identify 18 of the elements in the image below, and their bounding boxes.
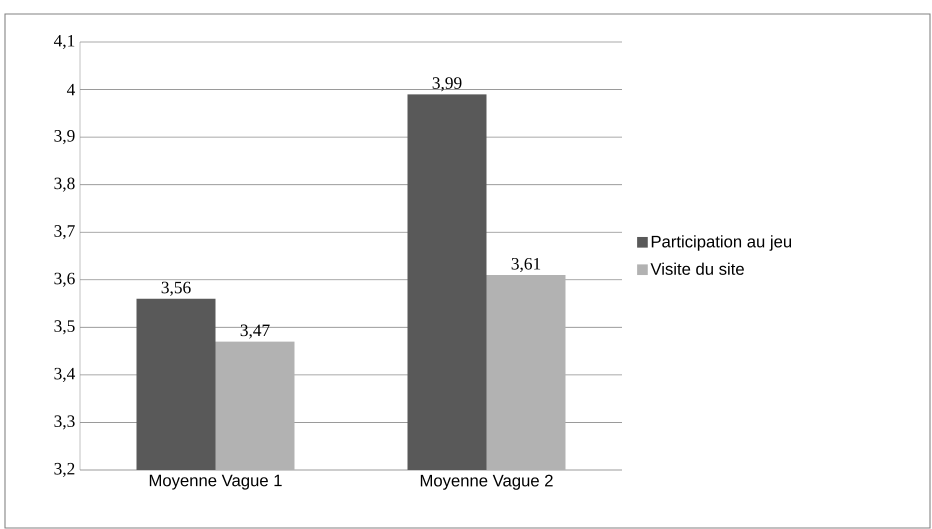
- y-tick-label: 3,5: [54, 320, 75, 334]
- y-tick-label: 3,9: [54, 130, 75, 144]
- y-tick-label: 3,6: [54, 272, 75, 287]
- data-label: 3,47: [240, 324, 270, 339]
- y-tick-label: 3,3: [54, 415, 75, 430]
- x-tick-label: Moyenne Vague 2: [420, 474, 553, 490]
- y-tick-label: 3,8: [54, 178, 75, 192]
- y-tick-label: 3,4: [54, 368, 76, 382]
- data-label: 3,61: [512, 258, 540, 272]
- x-tick-label: Moyenne Vague 1: [150, 474, 282, 490]
- y-tick-label: 4,1: [54, 34, 74, 50]
- y-tick-label: 3,7: [54, 225, 75, 240]
- legend-label: Participation au jeu: [652, 235, 792, 251]
- data-label: 3,56: [162, 282, 191, 296]
- y-tick-label: 4: [66, 84, 76, 96]
- data-label: 3,99: [432, 77, 462, 92]
- legend-label: Visite du site: [650, 262, 744, 275]
- y-tick-label: 3,2: [54, 462, 74, 478]
